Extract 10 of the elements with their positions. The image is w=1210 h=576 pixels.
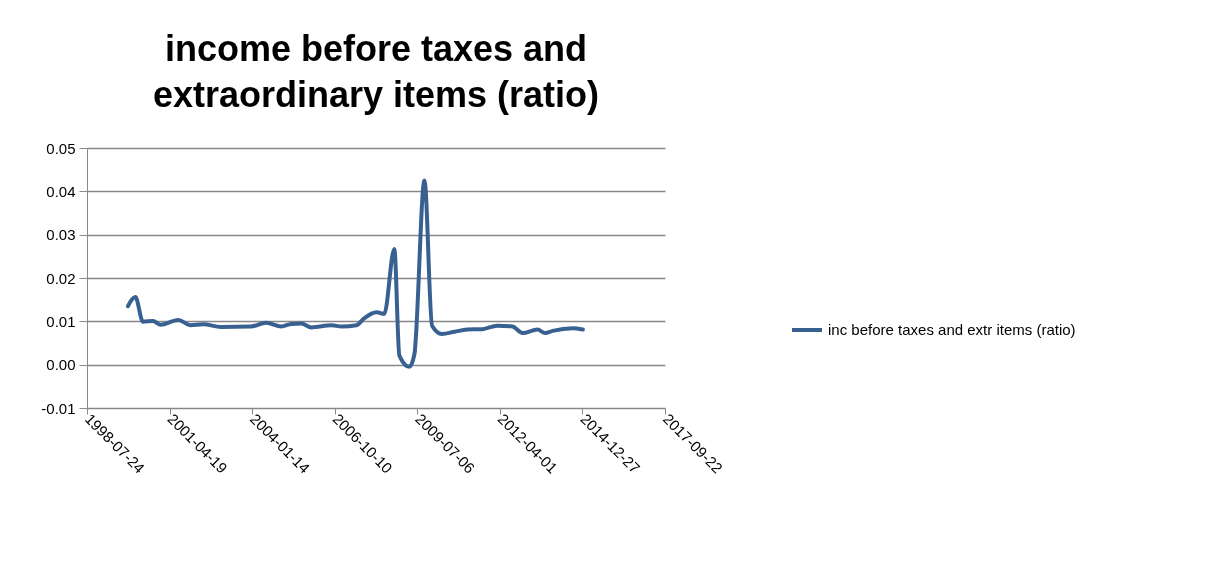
y-tick-label: 0.00 (46, 356, 76, 374)
legend-label: inc before taxes and extr items (ratio) (828, 321, 1076, 338)
y-tick-label: 0.02 (46, 269, 76, 287)
y-tick-label: -0.01 (41, 399, 76, 417)
y-tick-label: 0.05 (46, 139, 76, 157)
y-tick-label: 0.01 (46, 312, 76, 330)
y-tick-label: 0.03 (46, 226, 76, 244)
line-series (125, 178, 585, 369)
chart-title: income before taxes and extraordinary items (ratio) (152, 28, 600, 115)
y-tick-label: 0.04 (46, 182, 76, 200)
